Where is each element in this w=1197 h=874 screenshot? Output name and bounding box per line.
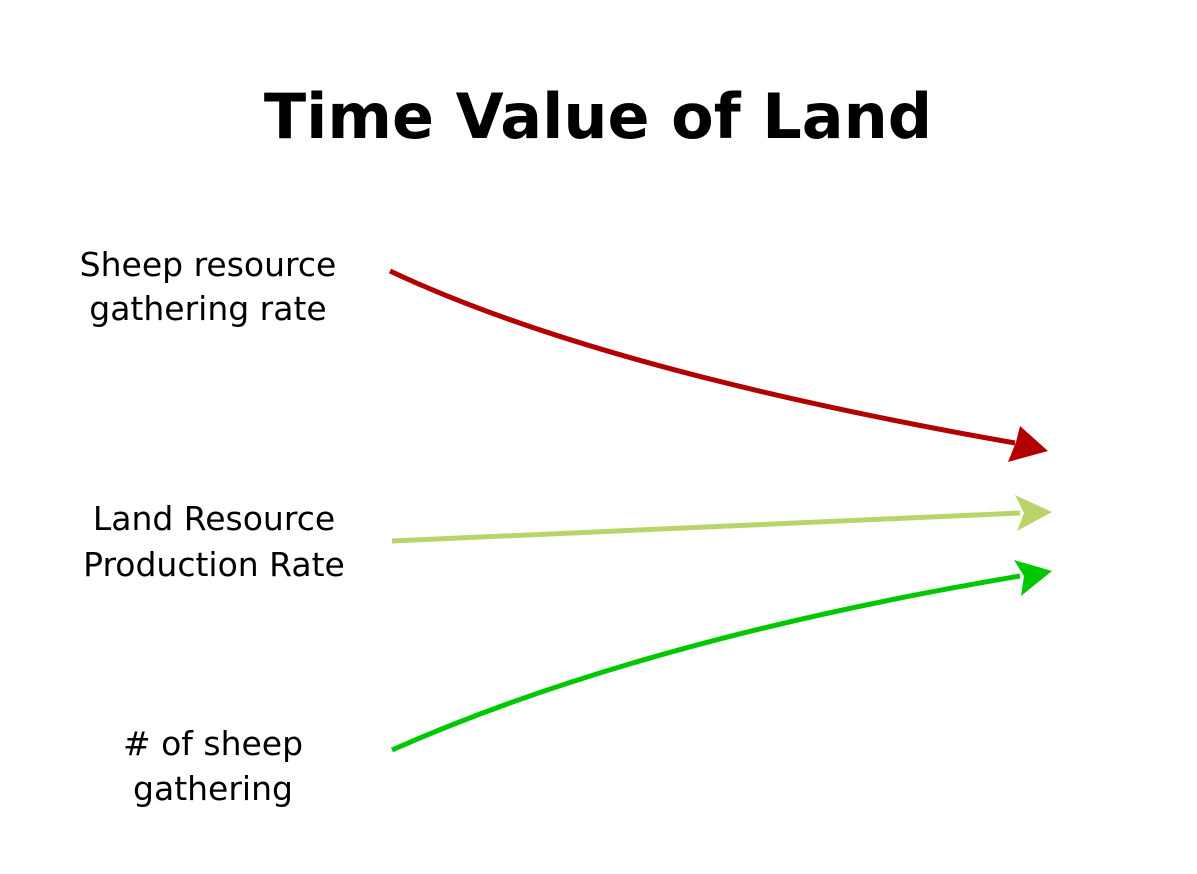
title: Time Value of Land [264, 80, 932, 153]
node-label: # of sheep [123, 724, 303, 763]
arrowhead [1014, 560, 1052, 596]
arrow [388, 268, 1016, 446]
node-label: Sheep resource [80, 245, 337, 284]
node-label: gathering [133, 769, 293, 808]
node-label: gathering rate [89, 289, 326, 328]
arrow [391, 510, 1021, 544]
node-label: Land Resource [93, 499, 335, 538]
arrowhead [1008, 426, 1048, 462]
arrow [390, 573, 1021, 753]
arrowhead [1015, 495, 1052, 531]
node-label: Production Rate [83, 545, 345, 584]
